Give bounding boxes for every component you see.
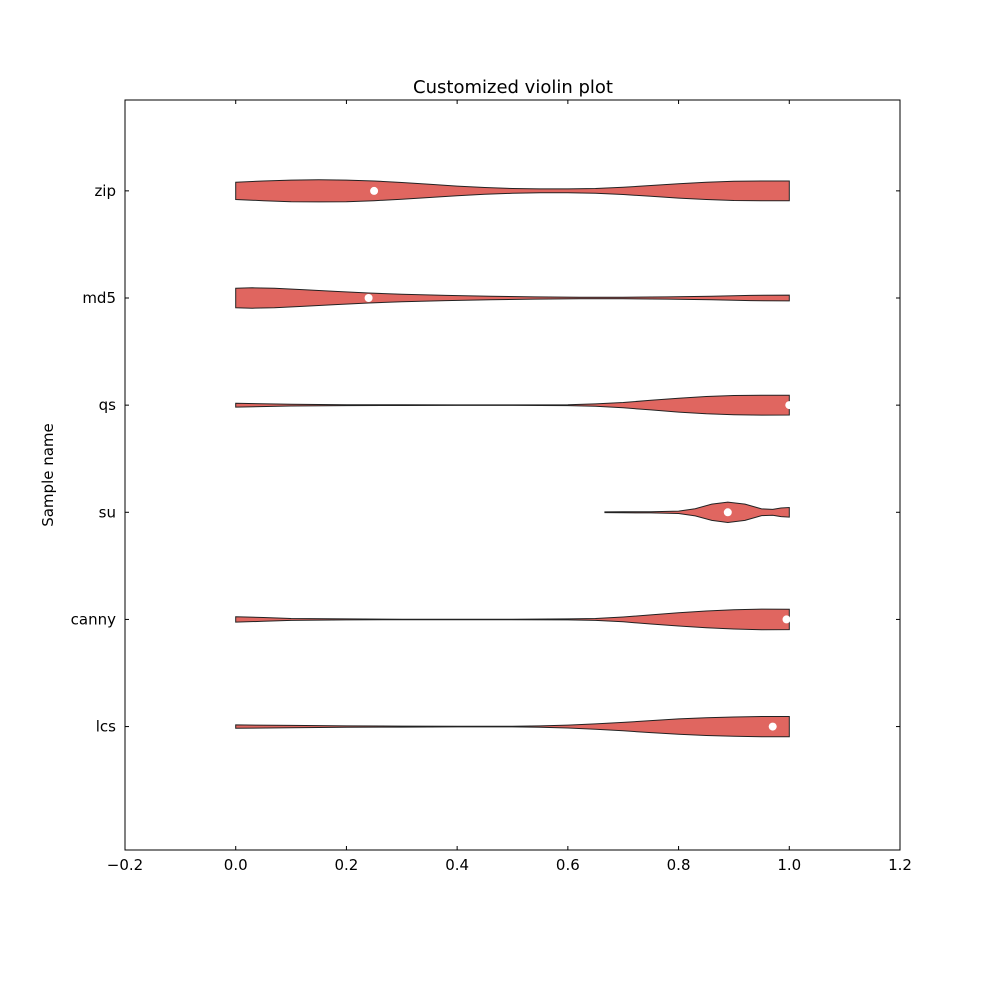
x-axis: −0.2 0.0 0.2 0.4 0.6 0.8 1.0 1.2: [107, 100, 912, 874]
median-marker-su: [723, 508, 732, 517]
violin-canny: [235, 608, 790, 631]
violin-su: [604, 501, 790, 524]
x-tick-label: 0.4: [445, 856, 469, 874]
plot-frame: [124, 99, 901, 851]
y-tick-label-su: su: [99, 503, 116, 521]
median-marker-canny: [782, 615, 791, 624]
y-axis-title: Sample name: [39, 423, 57, 527]
y-tick-label-canny: canny: [71, 610, 116, 628]
y-tick-label-zip: zip: [94, 182, 116, 200]
y-tick-label-md5: md5: [82, 289, 116, 307]
median-marker-lcs: [768, 722, 777, 731]
median-marker-md5: [364, 294, 373, 302]
violin-md5: [235, 287, 790, 309]
x-tick-label: 0.0: [224, 856, 248, 874]
y-tick-label-lcs: lcs: [96, 718, 116, 736]
violins-group: [235, 179, 794, 738]
x-tick-label: 0.6: [556, 856, 580, 874]
violin-qs: [235, 394, 790, 416]
median-marker-qs: [785, 401, 794, 410]
median-marker-zip: [370, 186, 379, 195]
violin-zip: [235, 179, 790, 203]
x-tick-label: −0.2: [107, 856, 143, 874]
chart-title: Customized violin plot: [413, 77, 613, 98]
x-tick-label: 0.8: [667, 856, 691, 874]
y-tick-label-qs: qs: [99, 396, 117, 414]
y-axis: zip md5 qs su canny lcs: [71, 182, 900, 736]
violin-lcs: [235, 716, 790, 738]
x-tick-label: 1.0: [777, 856, 801, 874]
x-tick-label: 1.2: [888, 856, 912, 874]
x-tick-label: 0.2: [334, 856, 358, 874]
